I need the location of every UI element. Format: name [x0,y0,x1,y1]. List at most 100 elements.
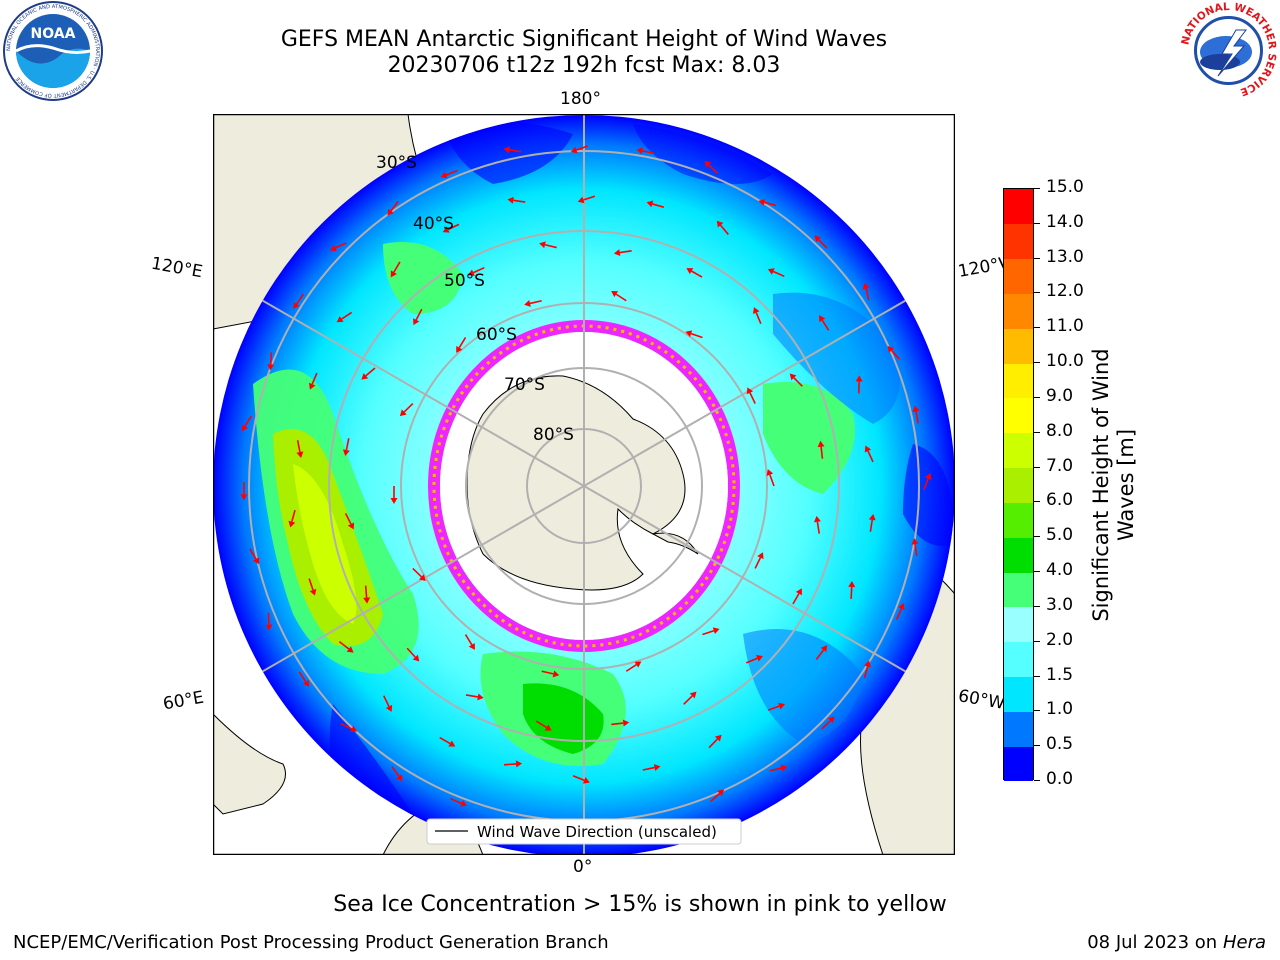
wind-arrow [365,367,376,377]
wind-arrow [341,311,353,320]
colorbar-tick-label: 1.0 [1046,699,1074,720]
wind-arrow [513,199,526,203]
colorbar-segment [1004,467,1033,503]
wind-arrow [710,792,721,803]
wind-arrow-head [302,679,310,687]
wind-arrow-head [515,760,523,768]
colorbar-tick [1034,571,1040,573]
wind-arrow [393,261,401,273]
wind-arrow [625,664,637,672]
wind-arrow [583,195,596,201]
wind-arrow [458,337,467,349]
chart-title-line2: 20230706 t12z 192h fcst Max: 8.03 [387,53,781,78]
wind-arrow-head [456,345,463,353]
wind-arrow-head [539,241,546,249]
colorbar-segment [1004,746,1033,782]
wind-arrow [867,450,874,463]
wind-arrow [382,695,390,707]
wind-arrow [619,249,632,254]
wind-arrow [708,738,719,749]
wind-arrow [544,243,557,249]
wind-arrow [576,145,588,151]
wind-arrow-head [795,588,802,596]
wind-arrow-head [778,702,786,710]
wind-arrow [895,608,903,620]
colorbar-segment [1004,189,1033,225]
wind-arrow [821,720,831,730]
wind-arrow [923,478,929,491]
wind-arrow-head [758,199,766,206]
wind-arrow [572,775,585,782]
wind-arrow-head [308,382,316,390]
wind-arrow [504,763,517,766]
wind-arrow-head [544,724,552,731]
wind-arrow [244,415,252,427]
wind-arrow [340,723,353,730]
wind-arrow [391,766,400,777]
colorbar-tick [1034,536,1040,538]
colorbar-tick [1034,501,1040,503]
wind-arrow-head [524,300,531,307]
credit-date: 08 Jul 2023 on Hera [1087,932,1266,953]
wind-arrow-head [924,472,932,480]
wind-arrow-head [329,244,337,252]
wind-arrow [509,149,522,153]
wind-arrow-head [288,520,296,528]
wind-arrow-head [577,196,585,204]
colorbar-segment [1004,328,1033,364]
wind-arrow-head [868,513,876,521]
wind-arrow [464,634,473,646]
wind-arrow-head [460,800,468,807]
wind-arrow-head [767,268,775,275]
wind-arrow-head [898,602,905,610]
colorbar-tick [1034,675,1040,677]
wind-arrow [821,319,830,331]
wind-arrow-head [396,774,403,782]
wind-arrow-head [855,375,863,382]
colorbar-tick-label: 0.5 [1046,734,1074,755]
wind-arrow-head [418,574,426,581]
wind-arrow [708,164,719,174]
wind-arrow [541,670,554,675]
wind-arrow-head [336,316,344,323]
wind-arrow-head [390,270,397,278]
wind-arrow-head [827,716,835,724]
colorbar-tick-label: 15.0 [1046,177,1084,197]
wind-arrow [529,299,542,305]
wind-arrow [338,641,350,650]
colorbar-title-line1: Significant Height of Wind [1089,348,1113,622]
colorbar-tick-label: 7.0 [1046,455,1074,476]
wind-arrow-head [390,498,398,504]
wind-arrow [652,203,665,208]
wind-arrow [702,629,715,636]
colorbar-title-line2: Waves [m] [1114,428,1138,542]
wind-arrow-head [712,627,720,635]
wind-arrow-head [717,789,725,797]
colorbar-tick-label: 10.0 [1046,351,1084,372]
credit-branch: NCEP/EMC/Verification Post Processing Pr… [13,932,609,953]
colorbar-tick [1034,188,1040,189]
lat-label-40s: 40°S [413,214,454,234]
wind-arrow [690,332,703,339]
wind-wave-arrows [240,145,932,807]
colorbar [1003,188,1034,782]
wind-arrow-head [442,226,450,233]
wind-arrow-head [912,405,920,413]
wind-arrow-head [503,146,511,154]
wind-arrow-head [636,147,643,155]
wind-arrow-head [813,515,821,523]
wind-arrow [269,352,273,365]
wind-arrow [344,512,352,525]
colorbar-segment [1004,293,1033,329]
wind-arrow [764,201,777,207]
wind-arrow [772,270,785,278]
lat-label-30s: 30°S [376,153,417,173]
wind-arrow-head [780,764,788,772]
wind-arrow [308,578,314,591]
wind-arrow-head [347,522,355,530]
colorbar-segment [1004,258,1033,294]
lon-label-60e: 60°E [161,687,206,715]
wind-arrow-head [864,660,871,668]
wind-arrow-head [448,740,456,747]
wind-arrow [406,647,416,658]
